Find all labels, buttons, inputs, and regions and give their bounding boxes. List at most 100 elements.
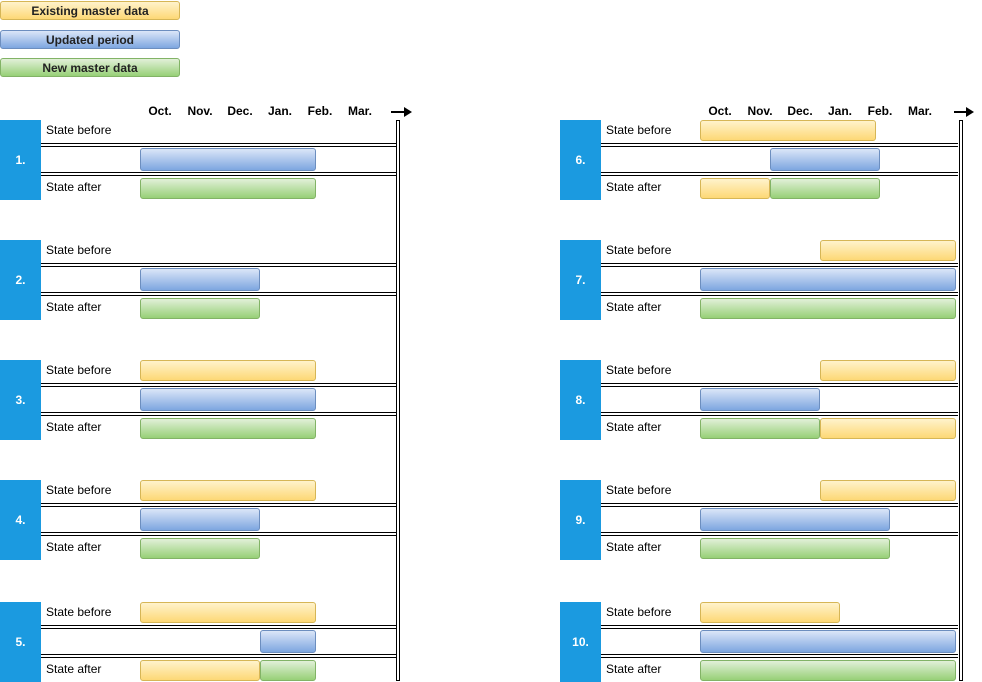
state-after-label: State after <box>46 540 102 554</box>
existing-master-data-bar <box>820 418 956 439</box>
scenario-number: 6. <box>560 120 601 200</box>
state-before-label: State before <box>46 123 112 137</box>
row-separator <box>601 654 958 658</box>
existing-master-data-bar <box>700 178 770 199</box>
month-label-oct: Oct. <box>708 104 732 118</box>
new-master-data-bar <box>770 178 880 199</box>
timeline-arrow <box>954 107 974 117</box>
state-before-label: State before <box>606 483 672 497</box>
month-label-nov: Nov. <box>187 104 213 118</box>
row-separator <box>601 412 958 416</box>
month-label-mar: Mar. <box>907 104 932 118</box>
row-separator <box>41 383 396 387</box>
state-before-label: State before <box>606 123 672 137</box>
row-separator <box>41 503 396 507</box>
row-separator <box>601 625 958 629</box>
state-after-label: State after <box>606 300 662 314</box>
state-after-label: State after <box>606 540 662 554</box>
existing-master-data-bar <box>700 120 876 141</box>
updated-period-bar <box>140 268 260 291</box>
updated-period-bar <box>770 148 880 171</box>
new-master-data-bar <box>140 298 260 319</box>
row-separator <box>41 172 396 176</box>
legend-new-master-data: New master data <box>0 58 180 77</box>
state-after-label: State after <box>606 662 662 676</box>
row-separator <box>601 383 958 387</box>
row-separator <box>601 292 958 296</box>
month-label-oct: Oct. <box>148 104 172 118</box>
updated-period-bar <box>700 388 820 411</box>
existing-master-data-bar <box>140 480 316 501</box>
scenario-number: 3. <box>0 360 41 440</box>
new-master-data-bar <box>140 178 316 199</box>
state-before-label: State before <box>606 605 672 619</box>
updated-period-bar <box>260 630 316 653</box>
new-master-data-bar <box>260 660 316 681</box>
row-separator <box>41 143 396 147</box>
state-after-label: State after <box>46 180 102 194</box>
month-label-dec: Dec. <box>787 104 813 118</box>
state-after-label: State after <box>46 420 102 434</box>
existing-master-data-bar <box>820 480 956 501</box>
new-master-data-bar <box>140 418 316 439</box>
state-after-label: State after <box>606 180 662 194</box>
existing-master-data-bar <box>140 602 316 623</box>
scenario-number: 8. <box>560 360 601 440</box>
state-before-label: State before <box>46 605 112 619</box>
state-after-label: State after <box>606 420 662 434</box>
month-label-mar: Mar. <box>347 104 372 118</box>
scenario-number: 4. <box>0 480 41 560</box>
new-master-data-bar <box>700 660 956 681</box>
month-label-jan: Jan. <box>827 104 852 118</box>
existing-master-data-bar <box>140 660 260 681</box>
new-master-data-bar <box>700 418 820 439</box>
row-separator <box>41 263 396 267</box>
scenario-number: 9. <box>560 480 601 560</box>
row-separator <box>41 625 396 629</box>
updated-period-bar <box>700 508 890 531</box>
updated-period-bar <box>700 268 956 291</box>
timeline-arrow <box>391 107 412 117</box>
row-separator <box>601 503 958 507</box>
state-before-label: State before <box>46 243 112 257</box>
state-after-label: State after <box>46 300 102 314</box>
legend-existing-master-data: Existing master data <box>0 1 180 20</box>
scenario-number: 10. <box>560 602 601 682</box>
timeline-end-bar <box>396 120 400 681</box>
row-separator <box>601 143 958 147</box>
state-before-label: State before <box>46 363 112 377</box>
timeline-end-bar <box>959 120 963 681</box>
state-after-label: State after <box>46 662 102 676</box>
month-label-dec: Dec. <box>227 104 253 118</box>
row-separator <box>601 263 958 267</box>
scenario-number: 1. <box>0 120 41 200</box>
state-before-label: State before <box>606 363 672 377</box>
new-master-data-bar <box>700 538 890 559</box>
updated-period-bar <box>140 388 316 411</box>
month-label-feb: Feb. <box>307 104 333 118</box>
new-master-data-bar <box>140 538 260 559</box>
legend-updated-period: Updated period <box>0 30 180 49</box>
existing-master-data-bar <box>820 240 956 261</box>
updated-period-bar <box>700 630 956 653</box>
existing-master-data-bar <box>700 602 840 623</box>
state-before-label: State before <box>606 243 672 257</box>
scenario-number: 2. <box>0 240 41 320</box>
scenario-number: 7. <box>560 240 601 320</box>
row-separator <box>41 292 396 296</box>
month-label-jan: Jan. <box>267 104 292 118</box>
row-separator <box>601 172 958 176</box>
row-separator <box>41 532 396 536</box>
updated-period-bar <box>140 148 316 171</box>
row-separator <box>41 654 396 658</box>
month-label-nov: Nov. <box>747 104 773 118</box>
month-label-feb: Feb. <box>867 104 893 118</box>
state-before-label: State before <box>46 483 112 497</box>
scenario-number: 5. <box>0 602 41 682</box>
existing-master-data-bar <box>820 360 956 381</box>
new-master-data-bar <box>700 298 956 319</box>
updated-period-bar <box>140 508 260 531</box>
row-separator <box>601 532 958 536</box>
row-separator <box>41 412 396 416</box>
existing-master-data-bar <box>140 360 316 381</box>
